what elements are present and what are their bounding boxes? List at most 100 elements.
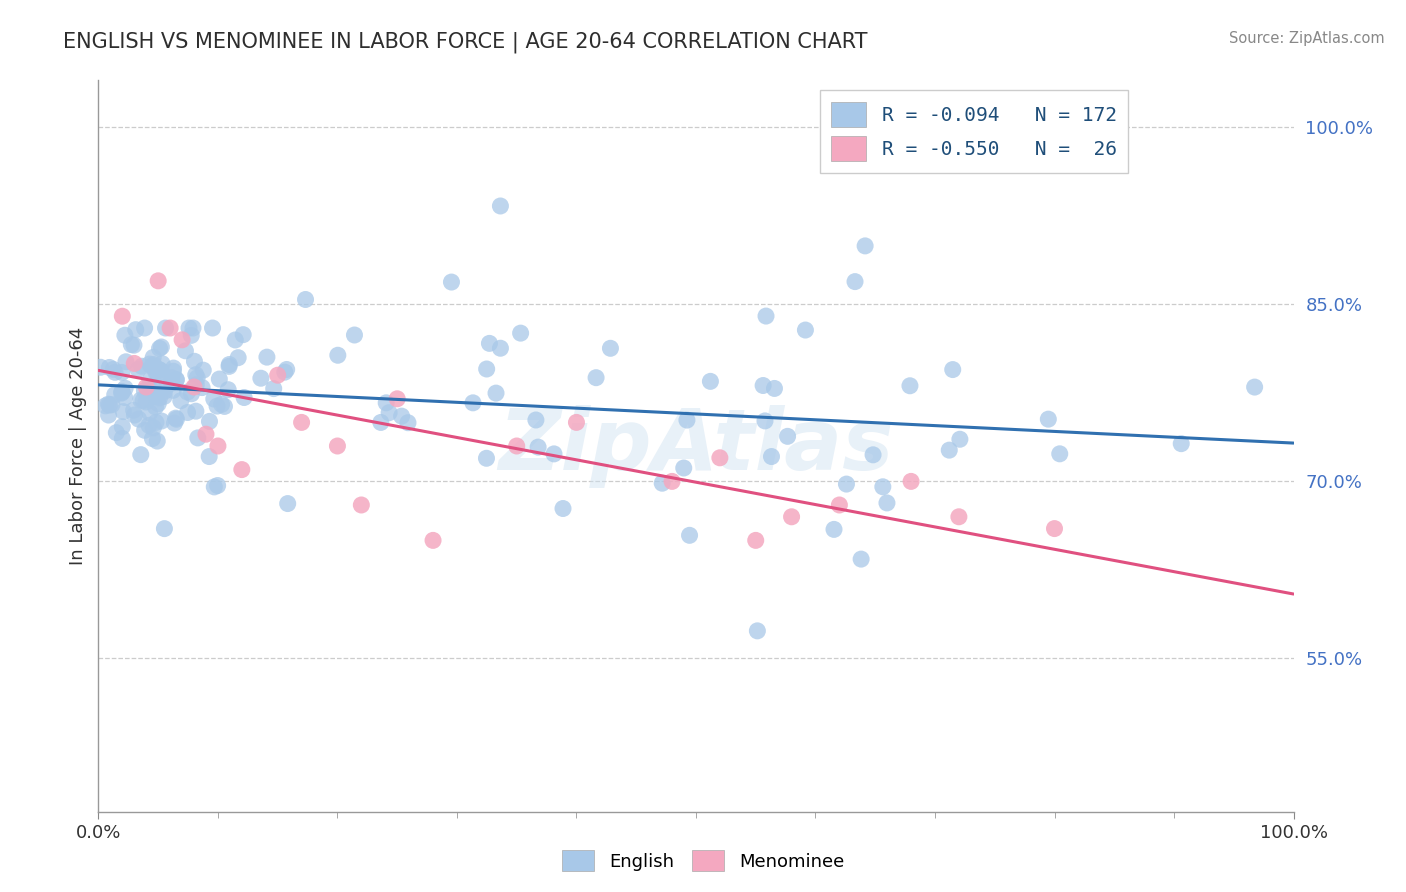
Point [112,404,135,418]
Y-axis label: In Labor Force | Age 20-64: In Labor Force | Age 20-64 [69,326,87,566]
Point [478,336,501,351]
Legend: English, Menominee: English, Menominee [555,843,851,879]
Text: ZipAtlas: ZipAtlas [498,404,894,488]
Point [527,440,550,454]
Point [214,400,236,414]
Point [543,447,565,461]
Point [142,358,165,372]
Point [187,431,209,445]
Point [114,328,136,343]
Point [565,416,588,430]
Point [139,382,162,396]
Point [599,341,621,355]
Point [378,406,401,420]
Point [111,385,134,400]
Point [551,501,574,516]
Point [170,393,193,408]
Point [208,372,231,386]
Point [142,382,165,396]
Point [145,365,167,379]
Point [174,343,197,358]
Point [876,496,898,510]
Point [1243,380,1265,394]
Point [150,414,173,428]
Point [440,275,463,289]
Point [1038,412,1060,426]
Point [835,477,858,491]
Point [138,418,160,433]
Point [149,363,172,377]
Point [146,434,169,448]
Point [900,475,922,489]
Point [193,363,215,377]
Point [177,321,200,335]
Point [105,425,128,440]
Point [138,406,160,420]
Point [127,362,149,376]
Point [155,321,177,335]
Point [761,450,783,464]
Point [181,321,204,335]
Point [489,199,512,213]
Point [165,373,187,387]
Point [676,413,699,427]
Point [1170,436,1192,450]
Point [114,391,136,405]
Point [104,388,127,402]
Point [475,451,498,466]
Point [485,386,508,401]
Point [862,448,884,462]
Point [291,416,314,430]
Point [184,404,207,418]
Point [202,480,225,494]
Point [135,395,157,409]
Point [124,408,146,422]
Point [149,391,172,405]
Point [138,357,160,371]
Point [853,239,876,253]
Point [823,522,845,536]
Point [794,323,817,337]
Point [186,371,208,385]
Point [828,498,851,512]
Point [153,389,176,403]
Point [115,355,138,369]
Point [585,370,607,384]
Point [165,411,187,425]
Point [150,357,173,371]
Point [184,368,207,382]
Point [162,361,184,376]
Point [942,362,965,376]
Point [226,351,249,365]
Point [274,365,297,379]
Point [202,392,225,406]
Point [524,413,547,427]
Point [153,384,176,399]
Point [166,412,188,426]
Point [343,328,366,343]
Point [699,375,721,389]
Point [207,478,229,492]
Point [745,533,768,548]
Point [180,328,202,343]
Point [111,432,134,446]
Point [186,377,208,392]
Point [135,380,157,394]
Point [267,368,290,383]
Point [205,399,228,413]
Point [162,384,184,398]
Point [370,416,392,430]
Point [150,365,173,379]
Point [849,552,872,566]
Point [201,321,224,335]
Point [224,333,246,347]
Legend: R = -0.094   N = 172, R = -0.550   N =  26: R = -0.094 N = 172, R = -0.550 N = 26 [820,90,1129,173]
Point [98,398,121,412]
Point [98,360,121,375]
Point [142,420,165,434]
Point [256,350,278,364]
Point [191,380,214,394]
Point [176,405,198,419]
Point [326,439,349,453]
Point [111,419,134,434]
